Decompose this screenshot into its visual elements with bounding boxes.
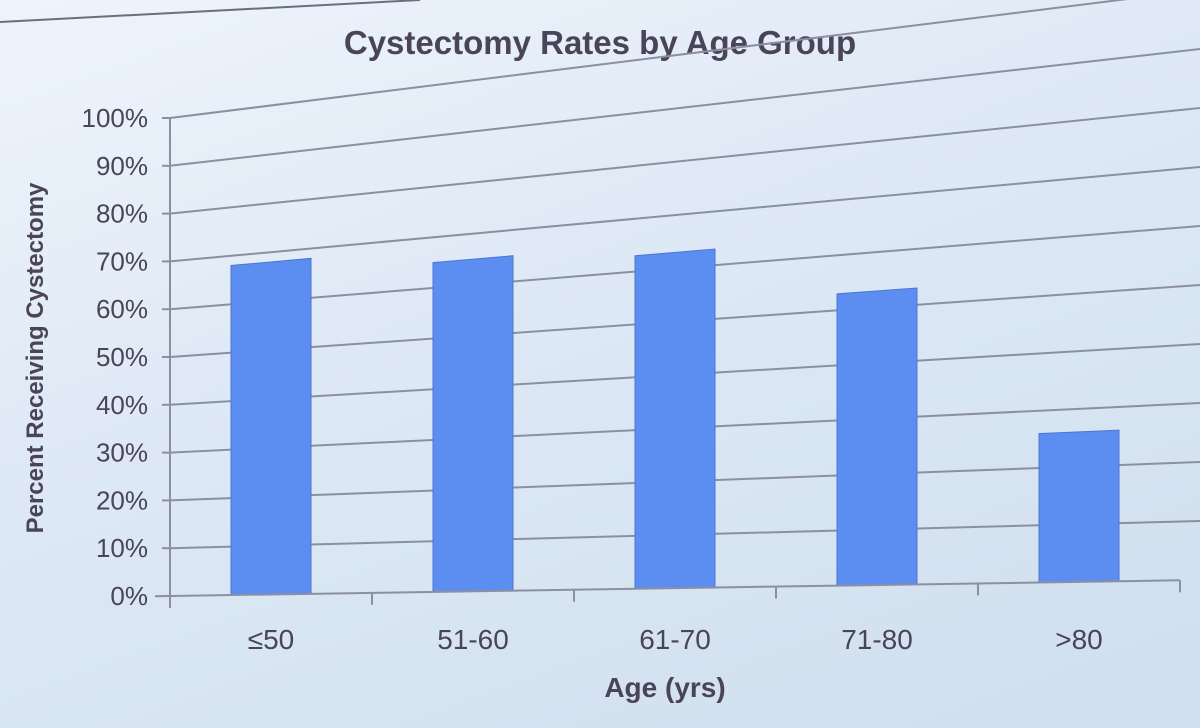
y-tick-label: 60% [96,294,148,324]
x-tick-labels: ≤50 51-60 61-70 71-80 >80 [248,624,1103,655]
y-tick-label: 50% [96,342,148,372]
x-tick-label: ≤50 [248,624,295,655]
bar-5 [1038,429,1120,584]
x-tick-label: 71-80 [841,624,913,655]
gridline [169,166,1200,263]
y-tick-label: 30% [96,438,148,468]
y-tick-label: 20% [96,485,148,515]
y-tick-label: 90% [96,151,148,181]
x-axis-line [154,579,1181,598]
bar-3 [634,248,716,590]
y-tick-label: 40% [96,390,148,420]
y-tick-labels: 0% 10% 20% 30% 40% 50% 60% 70% 80% 90% 100% [82,103,149,611]
x-tick-label: >80 [1055,624,1103,655]
bar-1 [230,257,312,596]
x-tick-label: 51-60 [437,624,509,655]
y-tick-label: 10% [96,533,148,563]
x-axis-label: Age (yrs) [604,672,726,703]
gridline [169,0,1128,119]
gridline [169,107,1200,215]
y-axis-label: Percent Receiving Cystectomy [22,182,49,534]
y-tick-label: 100% [82,103,149,133]
y-tick-label: 0% [110,581,148,611]
y-tick-label: 70% [96,246,148,276]
bars [230,248,1120,596]
y-tick-label: 80% [96,199,148,229]
bar-4 [836,287,918,587]
x-axis [154,579,1181,608]
bar-2 [432,255,514,593]
x-tick-label: 61-70 [639,624,711,655]
gridline [169,48,1200,167]
